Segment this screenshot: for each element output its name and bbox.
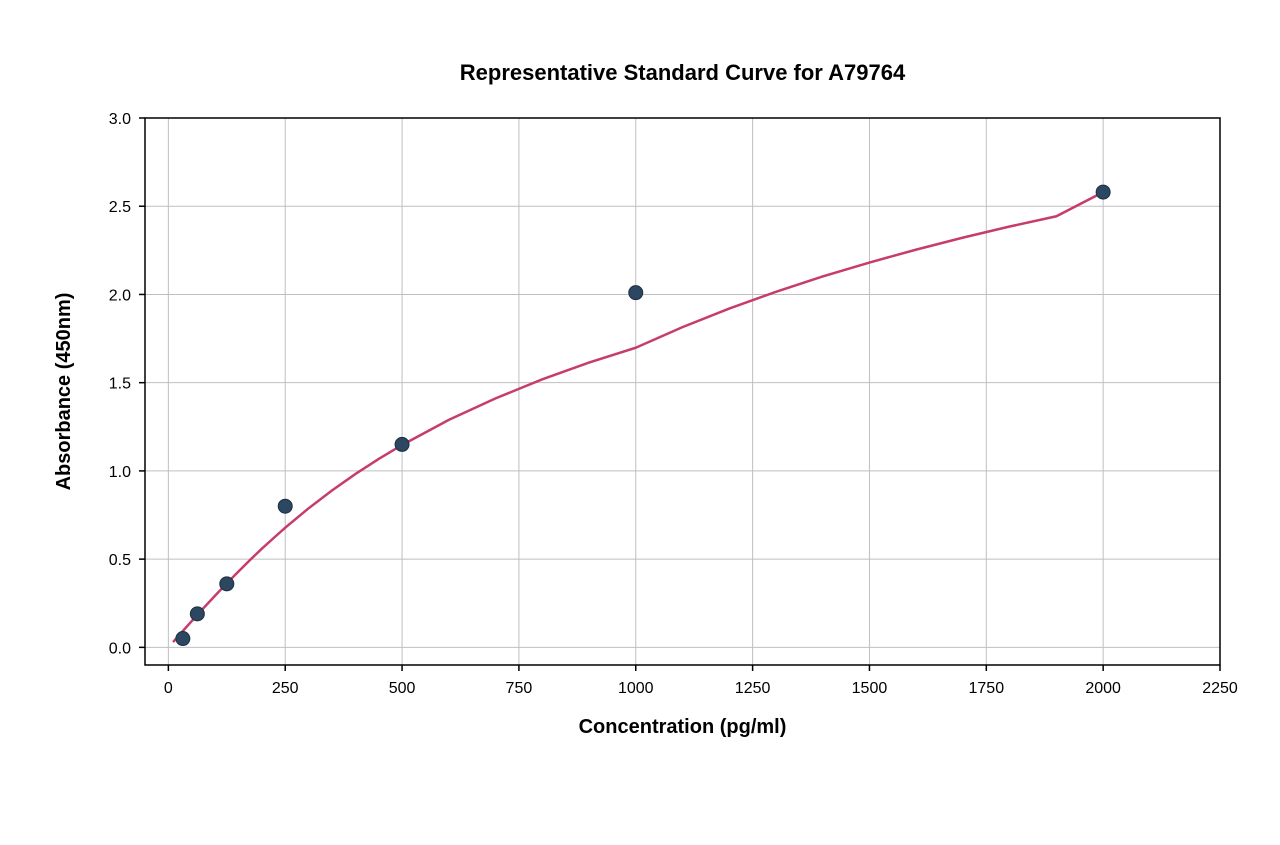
x-tick-label: 500 — [389, 680, 416, 697]
x-tick-label: 750 — [506, 680, 533, 697]
y-tick-label: 0.5 — [109, 552, 131, 569]
y-tick-label: 2.0 — [109, 287, 131, 304]
data-point — [220, 577, 234, 591]
x-tick-label: 1750 — [969, 680, 1005, 697]
x-tick-label: 250 — [272, 680, 299, 697]
data-point — [278, 499, 292, 513]
y-tick-label: 1.5 — [109, 376, 131, 393]
y-tick-label: 3.0 — [109, 111, 131, 128]
y-tick-label: 1.0 — [109, 464, 131, 481]
x-tick-label: 2000 — [1085, 680, 1121, 697]
data-point — [629, 286, 643, 300]
x-tick-label: 2250 — [1202, 680, 1238, 697]
x-tick-label: 1500 — [852, 680, 888, 697]
data-point — [176, 632, 190, 646]
x-axis-label: Concentration (pg/ml) — [579, 716, 787, 738]
x-tick-label: 1000 — [618, 680, 654, 697]
x-tick-label: 0 — [164, 680, 173, 697]
standard-curve-chart: 0 250 500 750 1000 1250 1500 1750 2000 2250 0.0 0.5… — [0, 0, 1280, 845]
y-tick-label: 2.5 — [109, 199, 131, 216]
x-tick-label: 1250 — [735, 680, 771, 697]
data-point — [395, 437, 409, 451]
data-point — [190, 607, 204, 621]
chart-container: 0 250 500 750 1000 1250 1500 1750 2000 2250 0.0 0.5… — [0, 0, 1280, 845]
data-point — [1096, 185, 1110, 199]
y-axis-label: Absorbance (450nm) — [53, 293, 75, 491]
y-tick-label: 0.0 — [109, 640, 131, 657]
chart-title: Representative Standard Curve for A79764 — [460, 60, 906, 85]
